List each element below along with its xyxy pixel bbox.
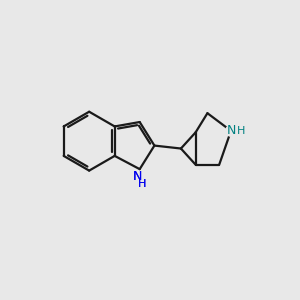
Circle shape — [132, 171, 142, 182]
Text: H: H — [138, 179, 146, 190]
Text: N: N — [133, 170, 142, 183]
Text: H: H — [237, 126, 245, 136]
Text: N: N — [226, 124, 236, 137]
Text: N: N — [133, 170, 142, 183]
Circle shape — [226, 126, 236, 136]
Text: H: H — [138, 179, 146, 190]
